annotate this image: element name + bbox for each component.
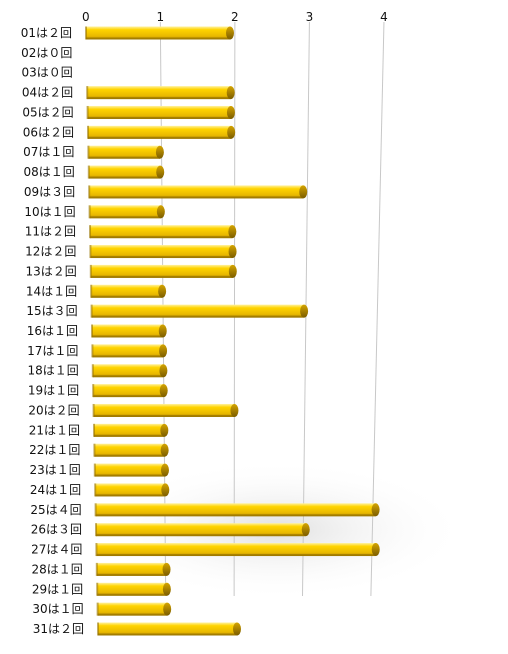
bar	[89, 225, 237, 239]
x-tick-label: 1	[157, 10, 165, 24]
gridline	[370, 21, 385, 597]
bar	[93, 463, 169, 477]
category-label: 29は１回	[32, 582, 83, 596]
category-label: 21は１回	[29, 423, 80, 437]
bar	[92, 403, 239, 417]
category-label: 10は１回	[24, 205, 75, 219]
bar	[87, 125, 236, 139]
category-label: 19は１回	[28, 384, 79, 398]
category-label: 02は０回	[21, 46, 72, 60]
category-label: 03は０回	[22, 66, 73, 80]
bar	[91, 364, 168, 378]
bar	[90, 284, 167, 298]
category-label: 17は１回	[27, 344, 78, 358]
bar	[94, 483, 170, 497]
category-label: 26は３回	[31, 523, 82, 537]
category-label: 15は３回	[26, 304, 77, 318]
category-label: 05は２回	[22, 105, 73, 119]
category-label: 07は１回	[23, 145, 74, 159]
bar	[86, 105, 235, 119]
category-label: 31は２回	[33, 622, 84, 636]
category-label: 14は１回	[26, 284, 77, 298]
bar	[95, 562, 171, 576]
bar	[86, 86, 235, 100]
bar	[94, 503, 380, 517]
bar	[87, 145, 164, 159]
x-axis: 0 1 2 3 4	[82, 10, 388, 24]
bar	[96, 602, 172, 616]
bar	[92, 384, 168, 398]
bar	[88, 205, 165, 219]
category-label: 24は１回	[30, 483, 81, 497]
category-label: 16は１回	[27, 324, 78, 338]
category-label: 12は２回	[25, 245, 76, 259]
category-label: 13は２回	[26, 264, 77, 278]
bar	[91, 344, 168, 358]
x-tick-label: 0	[82, 10, 90, 24]
bar	[93, 443, 169, 457]
category-label: 04は２回	[22, 86, 73, 100]
bar	[87, 165, 165, 179]
category-label: 25は４回	[30, 503, 81, 517]
bar	[90, 304, 309, 318]
bar	[96, 582, 171, 596]
x-tick-label: 2	[231, 10, 239, 24]
bar	[93, 423, 169, 437]
category-label: 18は１回	[28, 364, 79, 378]
bar	[85, 26, 234, 40]
x-tick-label: 4	[380, 10, 388, 24]
category-label: 06は２回	[23, 125, 74, 139]
category-label: 09は３回	[24, 185, 75, 199]
category-label: 01は２回	[21, 26, 72, 40]
category-label: 27は４回	[31, 543, 82, 557]
bar	[95, 523, 310, 537]
category-labels: 01は２回 02は０回 03は０回 04は２回 05は２回 06は２回 07は１回 08は１回…	[21, 26, 84, 636]
bar	[91, 324, 167, 338]
bar	[89, 264, 237, 278]
category-label: 11は２回	[25, 225, 76, 239]
category-label: 08は１回	[24, 165, 75, 179]
category-label: 22は１回	[29, 443, 80, 457]
bars	[85, 26, 380, 636]
category-label: 20は２回	[28, 403, 79, 417]
bar	[97, 622, 241, 636]
bar	[95, 543, 380, 557]
category-label: 23は１回	[30, 463, 81, 477]
bar	[88, 185, 308, 199]
category-label: 28は１回	[32, 562, 83, 576]
category-label: 30は１回	[32, 602, 83, 616]
x-tick-label: 3	[306, 10, 314, 24]
bar	[89, 245, 237, 259]
